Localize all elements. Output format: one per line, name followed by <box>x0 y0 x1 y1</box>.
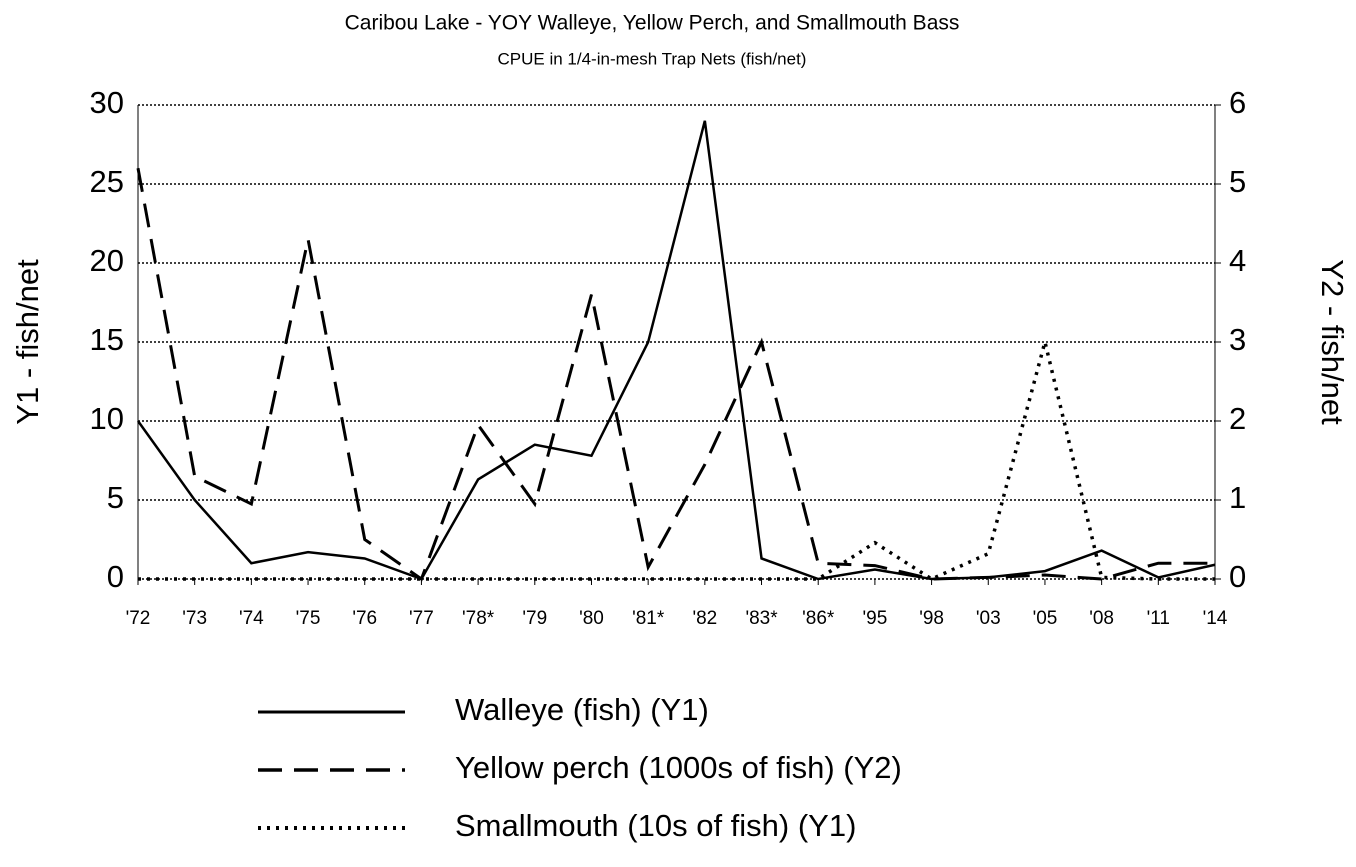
x-tick-label: '14 <box>1203 608 1228 629</box>
y-tick-label: 0 <box>107 559 124 594</box>
y2-tick-label: 5 <box>1229 164 1246 199</box>
y2-tick-label: 1 <box>1229 480 1246 515</box>
x-tick-label: '03 <box>976 608 1001 629</box>
y-tick-label: 10 <box>90 401 124 436</box>
y-tick-label: 20 <box>90 243 124 278</box>
x-tick-label: '05 <box>1033 608 1058 629</box>
x-tick-label: '79 <box>522 608 547 629</box>
y-tick-label: 25 <box>90 164 124 199</box>
legend-label: Yellow perch (1000s of fish) (Y2) <box>455 750 902 785</box>
series-line <box>136 167 1215 582</box>
x-tick-label: '86* <box>802 608 835 629</box>
x-tick-label: '75 <box>296 608 321 629</box>
x-tick-label: '11 <box>1147 608 1170 629</box>
y2-axis-label: Y2 - fish/net <box>1315 259 1350 425</box>
x-tick-label: '08 <box>1089 608 1114 629</box>
series-line <box>136 120 1216 581</box>
x-tick-label: '73 <box>182 608 207 629</box>
legend-label: Walleye (fish) (Y1) <box>455 692 709 727</box>
legend-label: Smallmouth (10s of fish) (Y1) <box>455 808 856 843</box>
y2-tick-label: 0 <box>1229 559 1246 594</box>
x-tick-label: '83* <box>745 608 778 629</box>
y2-tick-label: 4 <box>1229 243 1246 278</box>
x-tick-label: '81* <box>632 608 665 629</box>
x-tick-label: '77 <box>409 608 434 629</box>
x-tick-label: '76 <box>352 608 377 629</box>
y2-tick-label: 2 <box>1229 401 1246 436</box>
chart-title: Caribou Lake - YOY Walleye, Yellow Perch… <box>345 12 960 35</box>
x-tick-label: '98 <box>919 608 944 629</box>
x-tick-label: '78* <box>462 608 495 629</box>
y2-tick-label: 6 <box>1229 85 1246 120</box>
y-tick-label: 15 <box>90 322 124 357</box>
y-axis-label: Y1 - fish/net <box>10 259 45 425</box>
x-tick-label: '74 <box>239 608 264 629</box>
y2-tick-label: 3 <box>1229 322 1246 357</box>
y-tick-label: 5 <box>107 480 124 515</box>
y-tick-label: 30 <box>90 85 124 120</box>
series-line <box>138 341 1215 581</box>
x-tick-label: '95 <box>863 608 888 629</box>
x-tick-label: '80 <box>579 608 604 629</box>
chart-subtitle: CPUE in 1/4-in-mesh Trap Nets (fish/net) <box>498 49 807 68</box>
x-tick-label: '72 <box>126 608 151 629</box>
x-tick-label: '82 <box>692 608 717 629</box>
